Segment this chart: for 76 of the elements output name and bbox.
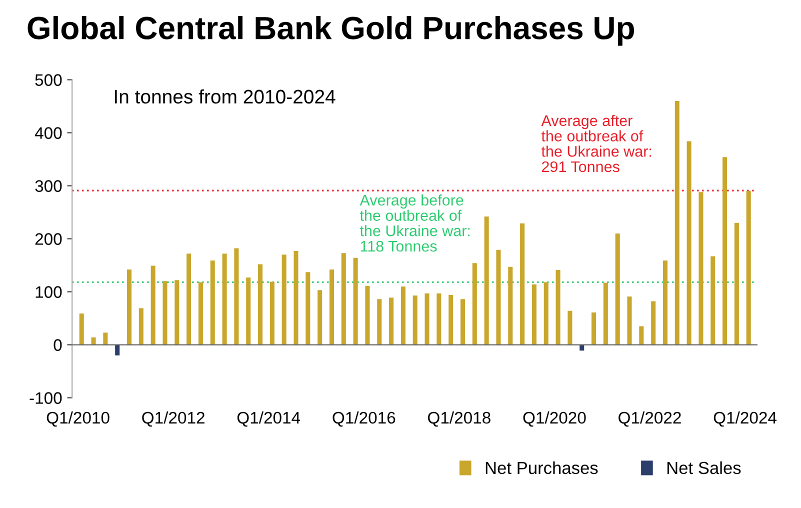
bar (294, 250, 298, 345)
chart-subtitle: In tonnes from 2010-2024 (114, 89, 336, 104)
x-tick-label: Q1/2012 (142, 411, 204, 427)
legend-label: Net Sales (667, 461, 741, 474)
bar (138, 308, 144, 345)
bar (270, 282, 274, 345)
bar (365, 286, 370, 345)
bar (532, 284, 536, 345)
bar (127, 270, 132, 345)
bar (662, 260, 668, 345)
x-tick-label: Q1/2010 (46, 411, 110, 427)
bar (424, 293, 430, 345)
bar (282, 254, 286, 345)
bar (508, 266, 513, 345)
y-tick-label: 100 (36, 286, 62, 298)
bar (400, 286, 406, 345)
bar (651, 301, 656, 345)
bar (210, 260, 215, 345)
y-tick-label: 300 (35, 180, 62, 192)
bar (639, 326, 644, 345)
bar (746, 191, 751, 345)
bar (734, 222, 739, 345)
bar (627, 296, 632, 345)
bar (686, 141, 692, 345)
y-tick-label: 400 (34, 127, 62, 139)
bar (198, 282, 203, 345)
bar (150, 266, 156, 345)
bar (246, 277, 251, 345)
bar (174, 280, 180, 345)
bar (674, 100, 680, 345)
bar (318, 290, 322, 345)
bar (496, 250, 501, 345)
bar (186, 254, 192, 345)
x-tick-label: Q1/2016 (332, 411, 396, 427)
bar (592, 312, 596, 345)
bar (222, 254, 227, 345)
bar (460, 299, 466, 345)
bar (568, 310, 572, 345)
x-tick-label: Q1/2024 (714, 411, 777, 427)
bar (436, 293, 442, 345)
bar (341, 253, 346, 345)
bar (484, 216, 489, 345)
bar (710, 256, 716, 345)
bar (234, 248, 239, 345)
x-tick-label: Q1/2022 (618, 411, 681, 427)
bar (698, 192, 704, 345)
ref-line-label: Average after the outbreak of the Ukraine war: 291 Tonnes (541, 114, 652, 172)
bar (722, 157, 728, 345)
bar (258, 264, 263, 345)
bar (115, 344, 120, 356)
bar (103, 332, 108, 345)
bar (329, 270, 334, 345)
bar (472, 263, 477, 345)
bar (603, 282, 608, 345)
x-tick-label: Q1/2014 (237, 411, 300, 427)
chart-title: Global Central Bank Gold Purchases Up (28, 16, 634, 46)
bar (353, 258, 358, 345)
bar (520, 223, 525, 345)
bar (377, 299, 382, 345)
ref-line-label: Average before the outbreak of the Ukraine war: 118 Tonnes (360, 194, 470, 252)
y-tick-label: 200 (35, 233, 62, 245)
bar (162, 281, 168, 345)
bar (615, 233, 620, 345)
bar (412, 295, 418, 345)
x-tick-label: Q1/2018 (428, 411, 490, 427)
y-tick-label: 0 (54, 339, 62, 351)
bar (389, 298, 394, 345)
y-tick-label: -100 (30, 392, 62, 404)
bar (448, 294, 454, 345)
bar (79, 313, 84, 345)
y-tick-label: 500 (35, 74, 62, 86)
bar (306, 272, 310, 345)
x-tick-label: Q1/2020 (523, 411, 586, 427)
bar (544, 282, 548, 345)
bar (556, 270, 560, 345)
legend-label: Net Purchases (486, 461, 598, 474)
